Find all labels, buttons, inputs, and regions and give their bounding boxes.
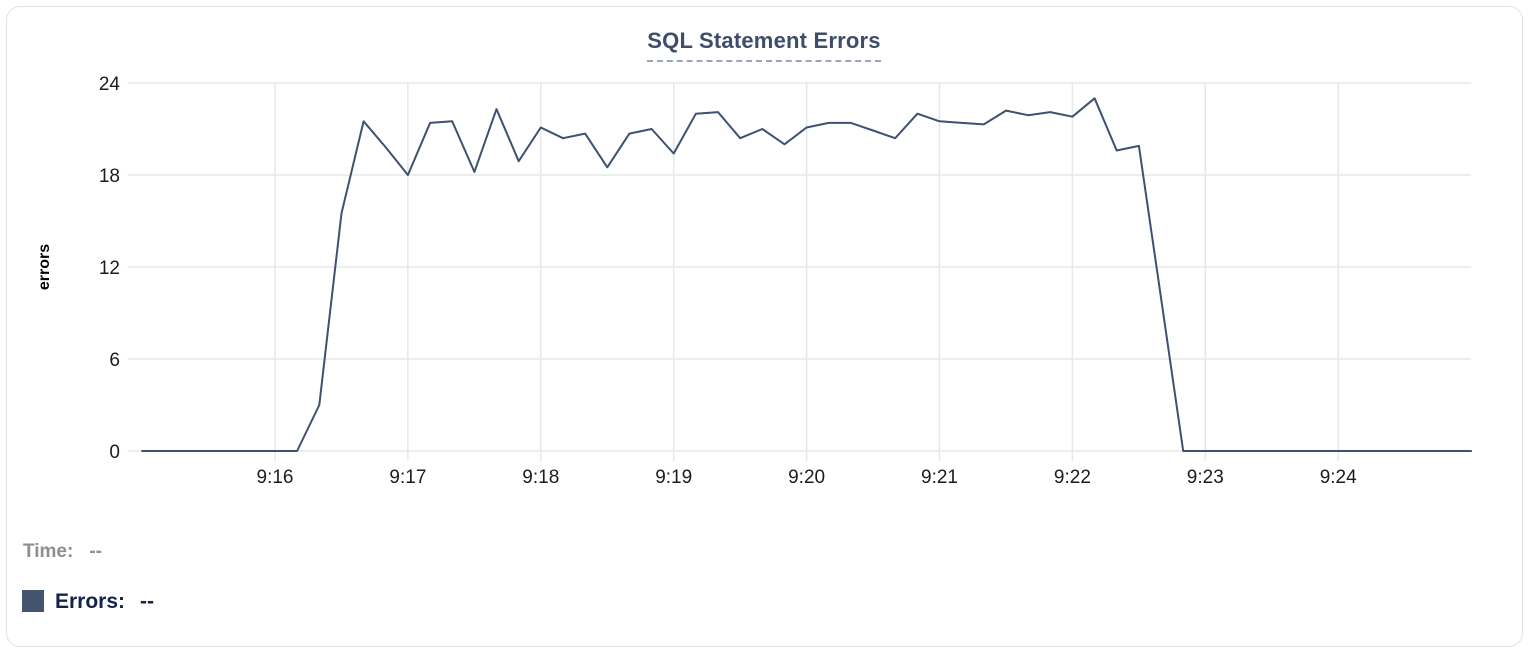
- x-tick-label: 9:20: [788, 467, 825, 488]
- legend-errors-row: Errors: --: [22, 590, 154, 614]
- chart-title-row: SQL Statement Errors: [0, 28, 1528, 62]
- y-tick-label: 12: [99, 258, 120, 279]
- errors-series-line: [141, 97, 1473, 452]
- legend-errors-value: --: [140, 590, 155, 613]
- x-tick-label: 9:23: [1187, 467, 1224, 488]
- y-tick-label: 0: [109, 442, 120, 463]
- x-tick-label: 9:19: [655, 467, 692, 488]
- y-tick-label: 18: [99, 166, 120, 187]
- y-tick-label: 6: [109, 350, 120, 371]
- chart-card: [6, 6, 1523, 647]
- x-tick-label: 9:24: [1320, 467, 1357, 488]
- chart-title[interactable]: SQL Statement Errors: [647, 28, 881, 62]
- errors-line-chart[interactable]: 0 6 12 18 24 9:16 9:17 9:18 9:19 9:20 9:21 9:22 9:23…: [0, 0, 1528, 505]
- legend-time-row: Time: --: [23, 541, 102, 563]
- x-tick-label: 9:21: [921, 467, 958, 488]
- y-tick-label: 24: [99, 74, 121, 95]
- errors-series-swatch-icon: [22, 590, 44, 612]
- x-tick-label: 9:17: [389, 467, 426, 488]
- legend-time-value: --: [89, 541, 102, 562]
- x-tick-label: 9:22: [1054, 467, 1091, 488]
- x-tick-label: 9:18: [522, 467, 559, 488]
- y-axis-title: errors: [36, 244, 53, 290]
- legend-time-label: Time:: [23, 541, 74, 562]
- x-tick-label: 9:16: [257, 467, 294, 488]
- legend-errors-label: Errors:: [55, 590, 126, 613]
